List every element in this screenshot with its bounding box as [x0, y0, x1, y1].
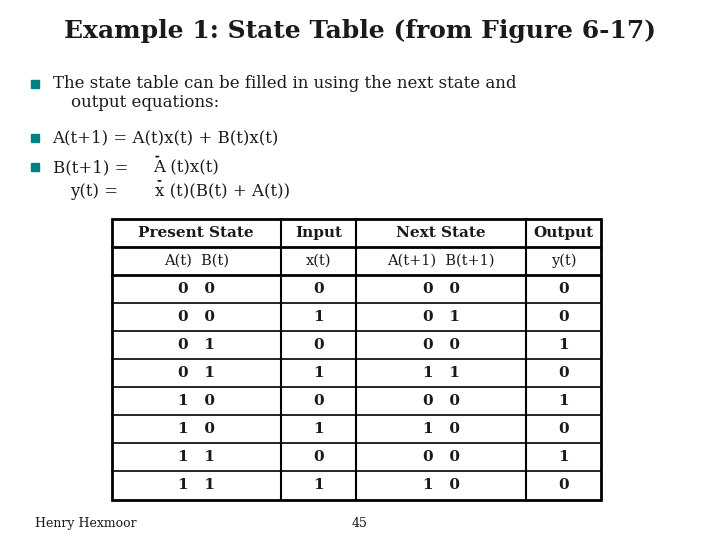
- Text: 1   0: 1 0: [178, 422, 215, 436]
- Text: 0: 0: [313, 450, 324, 464]
- Bar: [112, 219, 601, 500]
- Text: 1: 1: [313, 310, 324, 324]
- Text: 1: 1: [313, 366, 324, 380]
- Text: Output: Output: [534, 226, 593, 240]
- Text: output equations:: output equations:: [71, 94, 219, 111]
- Text: A (t)x(t): A (t)x(t): [153, 159, 218, 176]
- Text: 45: 45: [352, 517, 368, 530]
- Text: 0   0: 0 0: [423, 394, 459, 408]
- Text: 1   0: 1 0: [178, 394, 215, 408]
- Text: y(t) =: y(t) =: [71, 183, 124, 200]
- Text: B(t+1) =: B(t+1) =: [53, 159, 133, 176]
- Text: Henry Hexmoor: Henry Hexmoor: [35, 517, 136, 530]
- Text: 0   1: 0 1: [423, 310, 459, 324]
- Text: 0   1: 0 1: [178, 366, 215, 380]
- Text: 0   0: 0 0: [423, 338, 459, 352]
- Text: x(t): x(t): [306, 254, 331, 268]
- Text: 1: 1: [313, 422, 324, 436]
- Text: 1   1: 1 1: [423, 366, 459, 380]
- Text: 0   1: 0 1: [178, 338, 215, 352]
- Text: 0: 0: [558, 422, 569, 436]
- Bar: [112, 219, 601, 500]
- Text: 0: 0: [558, 366, 569, 380]
- Text: y(t): y(t): [551, 254, 576, 268]
- Text: Present State: Present State: [138, 226, 254, 240]
- Text: Input: Input: [295, 226, 342, 240]
- Text: Next State: Next State: [396, 226, 486, 240]
- Text: 0   0: 0 0: [423, 282, 459, 296]
- Text: 0   0: 0 0: [423, 450, 459, 464]
- Text: Example 1: State Table (from Figure 6-17): Example 1: State Table (from Figure 6-17…: [64, 19, 656, 43]
- Text: A(t+1) = A(t)x(t) + B(t)x(t): A(t+1) = A(t)x(t) + B(t)x(t): [53, 129, 279, 146]
- Text: 0   0: 0 0: [178, 282, 215, 296]
- Text: 0   0: 0 0: [178, 310, 215, 324]
- Text: 1: 1: [558, 338, 569, 352]
- Text: 0: 0: [558, 478, 569, 492]
- Text: A(t)  B(t): A(t) B(t): [163, 254, 229, 268]
- Text: 1   1: 1 1: [178, 450, 215, 464]
- Text: A(t+1)  B(t+1): A(t+1) B(t+1): [387, 254, 495, 268]
- Text: 1: 1: [558, 450, 569, 464]
- Text: 0: 0: [313, 282, 324, 296]
- Text: 1   0: 1 0: [423, 422, 459, 436]
- Text: 1   1: 1 1: [178, 478, 215, 492]
- Text: 0: 0: [313, 338, 324, 352]
- Text: 0: 0: [313, 394, 324, 408]
- Text: x (t)(B(t) + A(t)): x (t)(B(t) + A(t)): [155, 183, 290, 200]
- Text: 1: 1: [558, 394, 569, 408]
- Text: 1: 1: [313, 478, 324, 492]
- Text: 1   0: 1 0: [423, 478, 459, 492]
- Text: The state table can be filled in using the next state and: The state table can be filled in using t…: [53, 75, 516, 92]
- Text: 0: 0: [558, 310, 569, 324]
- Text: 0: 0: [558, 282, 569, 296]
